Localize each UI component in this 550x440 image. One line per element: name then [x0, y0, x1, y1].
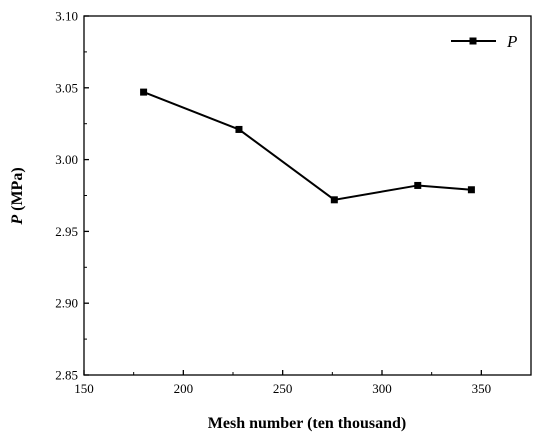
y-tick-label-2: 2.95 — [55, 224, 78, 239]
x-axis-title: Mesh number (ten thousand) — [208, 415, 406, 432]
x-tick-label-4: 350 — [472, 381, 492, 396]
data-point-4 — [467, 186, 475, 194]
legend-label: P — [506, 32, 517, 51]
data-point-2 — [330, 196, 338, 204]
y-axis-title-symbol: P — [9, 215, 26, 226]
series-layer — [140, 88, 475, 204]
data-point-1 — [235, 125, 243, 133]
legend-marker — [469, 37, 477, 45]
x-axis-ticks: 150 200 250 300 350 — [74, 370, 491, 396]
legend: P — [451, 32, 517, 51]
data-point-3 — [414, 181, 422, 189]
series-line-0 — [143, 91, 472, 201]
x-tick-label-1: 200 — [174, 381, 194, 396]
y-axis-ticks: 2.85 2.90 2.95 3.00 3.05 3.10 — [55, 9, 89, 383]
x-tick-label-3: 300 — [372, 381, 392, 396]
x-tick-label-0: 150 — [74, 381, 94, 396]
y-tick-label-0: 2.85 — [55, 368, 78, 383]
plot-frame — [83, 15, 532, 376]
y-tick-label-4: 3.05 — [55, 80, 78, 95]
y-tick-label-5: 3.10 — [55, 9, 78, 24]
y-tick-label-1: 2.90 — [55, 296, 78, 311]
x-tick-label-2: 250 — [273, 381, 293, 396]
y-tick-label-3: 3.00 — [55, 152, 78, 167]
y-axis-title-unit: (MPa) — [9, 167, 26, 215]
y-axis-title: P (MPa) — [9, 167, 26, 225]
data-point-0 — [140, 88, 148, 96]
